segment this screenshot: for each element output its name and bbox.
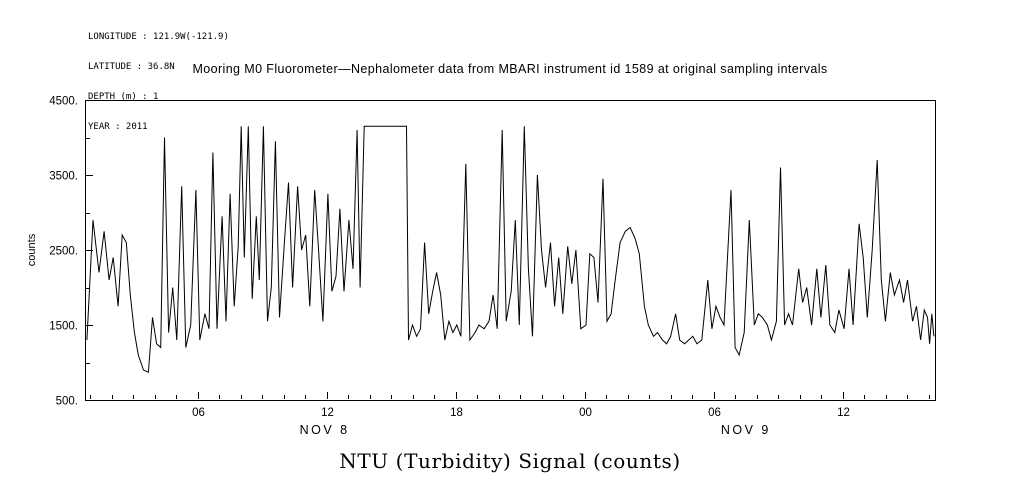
date-label: NOV 9: [721, 423, 771, 437]
y-tick-label: 1500.: [49, 321, 78, 333]
x-tick-label: 12: [837, 407, 850, 419]
x-tick-label: 12: [321, 407, 334, 419]
depth-line: DEPTH (m) : 1: [88, 92, 159, 102]
data-series-line: [86, 125, 935, 374]
chart-title: Mooring M0 Fluorometer—Nephalometer data…: [192, 62, 828, 76]
y-tick-label: 2500.: [49, 246, 78, 258]
longitude-line: LONGITUDE : 121.9W(-121.9): [88, 32, 229, 42]
plot-frame: [85, 100, 936, 401]
y-tick-label: 3500.: [49, 171, 78, 183]
latitude-line: LATITUDE : 36.8N: [88, 62, 175, 72]
x-axis-title: NTU (Turbidity) Signal (counts): [339, 449, 681, 473]
x-tick-label: 06: [192, 407, 205, 419]
date-label: NOV 8: [300, 423, 350, 437]
metadata-block: LONGITUDE : 121.9W(-121.9) LATITUDE : 36…: [88, 12, 229, 142]
year-line: YEAR : 2011: [88, 122, 148, 132]
x-tick-label: 06: [708, 407, 721, 419]
x-tick-label: 18: [450, 407, 463, 419]
y-tick-label: 500.: [56, 396, 78, 408]
x-tick-label: 00: [579, 407, 592, 419]
y-tick-label: 4500.: [49, 96, 78, 108]
